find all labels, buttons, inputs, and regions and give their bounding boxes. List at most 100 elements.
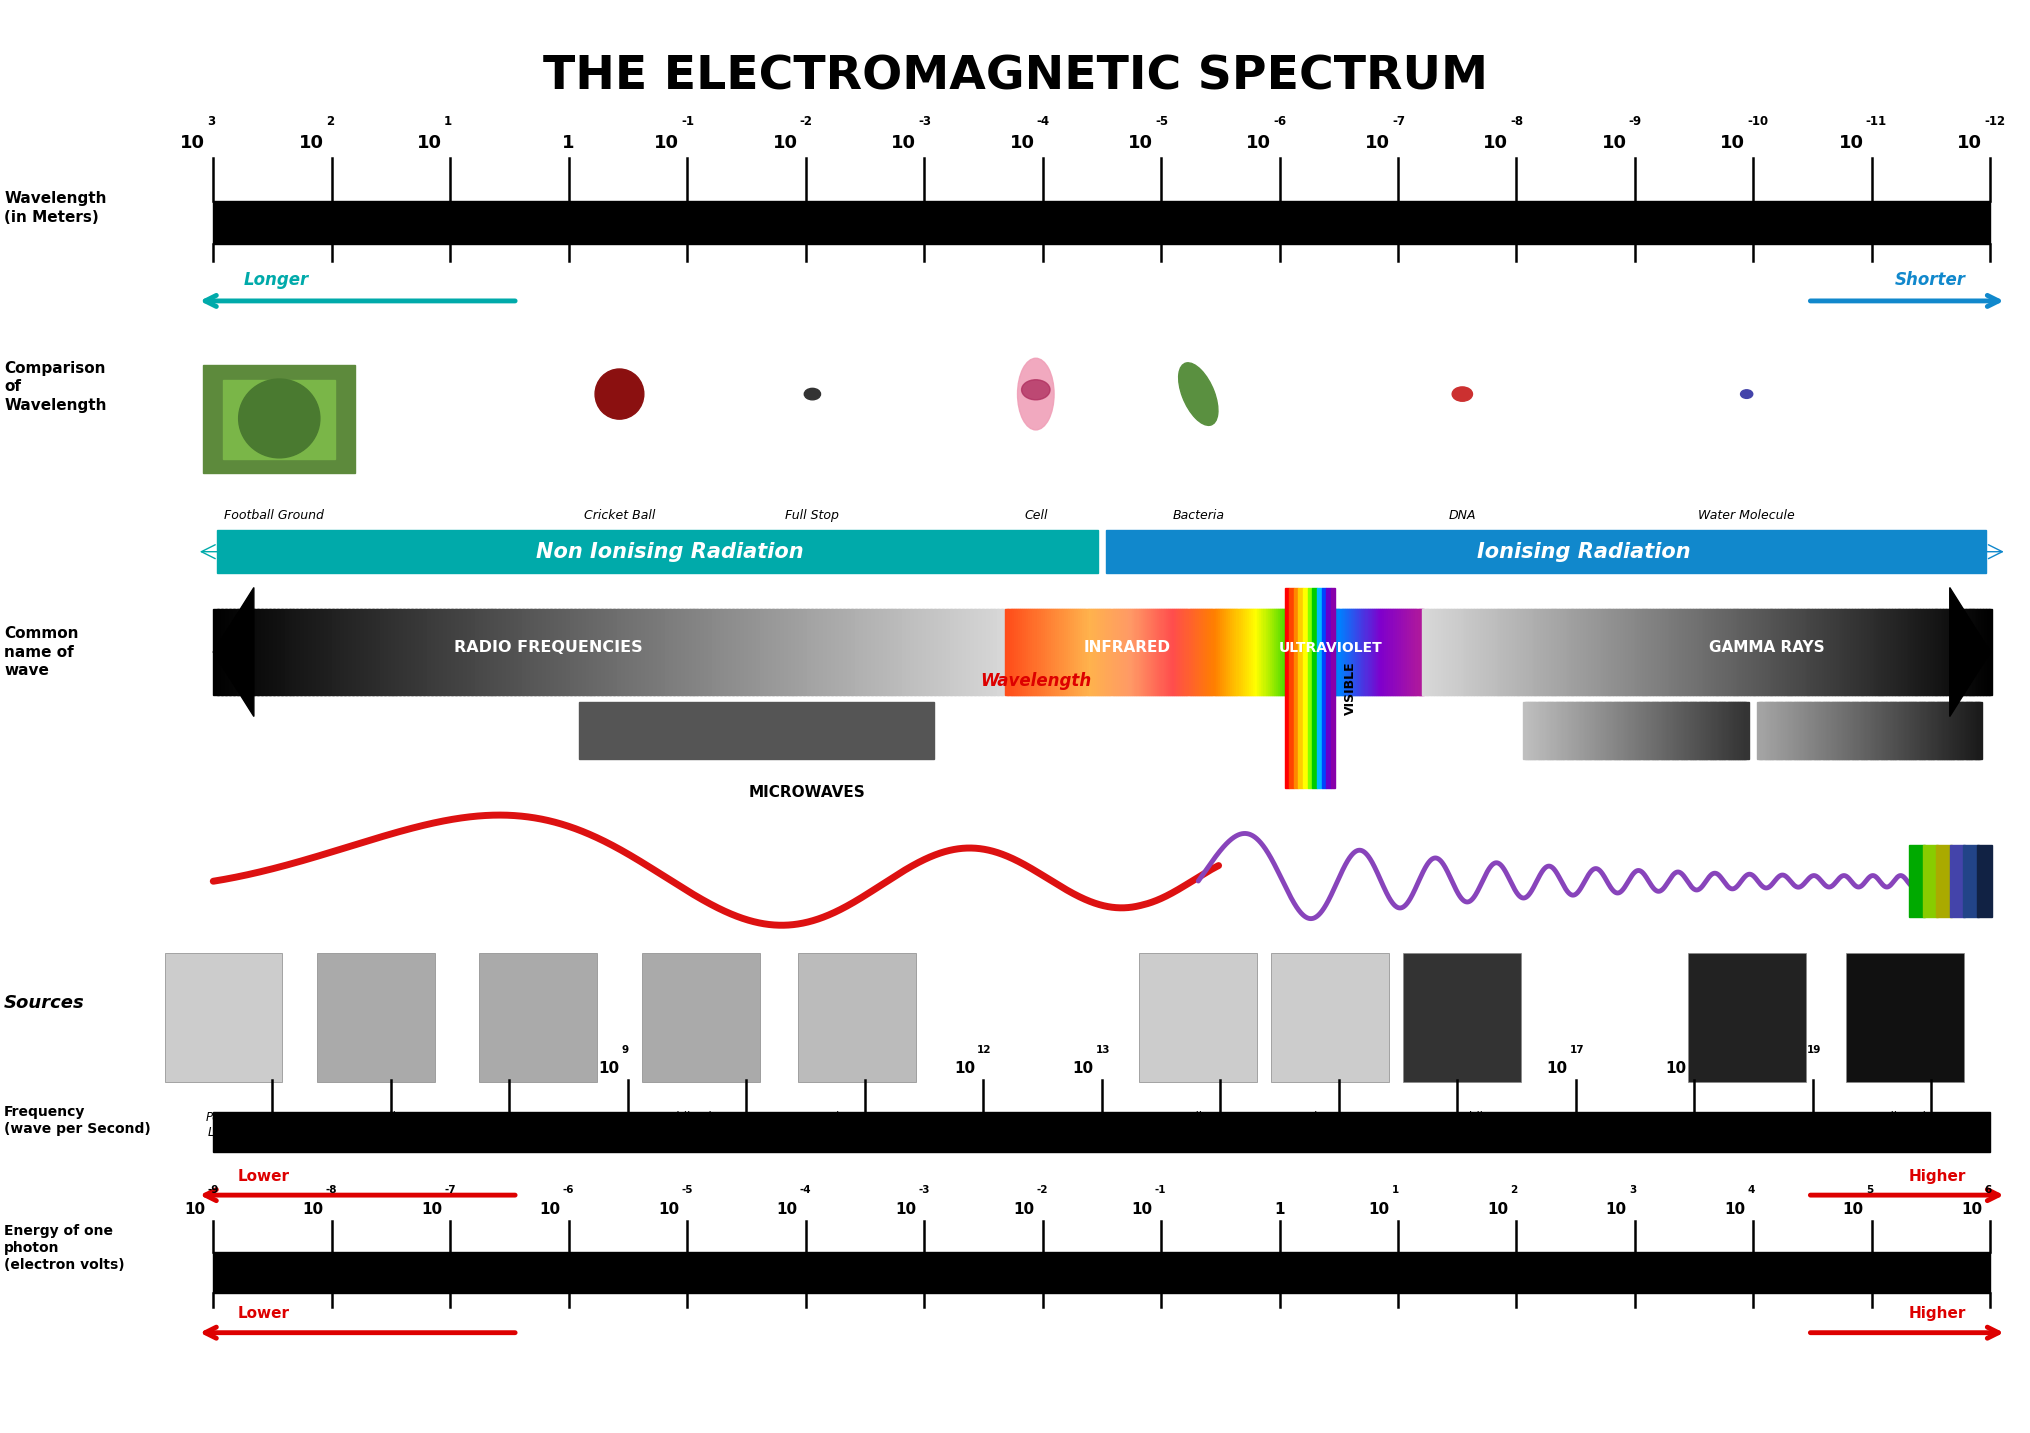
Bar [1833,609,1837,695]
Bar [1841,702,1845,759]
Bar [233,609,240,695]
Bar [1906,609,1912,695]
Bar [1330,588,1336,788]
Bar [885,609,891,695]
Bar [1441,609,1445,695]
Bar [1056,609,1060,695]
Text: Higher: Higher [1908,1169,1965,1184]
Bar [304,609,311,695]
Bar [1188,609,1192,695]
Bar [1758,702,1762,759]
Bar [1618,609,1622,695]
Bar [1742,609,1748,695]
Bar [1642,702,1648,759]
Bar [798,953,916,1082]
Bar [1520,609,1525,695]
Bar [1784,702,1788,759]
Bar [1926,702,1931,759]
Bar [1589,702,1594,759]
Text: 10: 10 [1545,1062,1567,1076]
Bar [1965,702,1969,759]
Bar [1317,609,1322,695]
Bar [1728,609,1734,695]
Bar [830,609,836,695]
Bar [292,609,298,695]
Ellipse shape [240,380,321,459]
Text: 10: 10 [1190,1062,1212,1076]
Bar [493,609,499,695]
Bar [422,609,428,695]
Bar [1679,702,1683,759]
Bar [700,609,706,695]
Bar [1961,609,1965,695]
Bar [581,609,587,695]
Bar [1535,702,1539,759]
Bar [601,609,607,695]
Text: Full Stop: Full Stop [786,509,838,522]
Text: 10: 10 [775,1202,798,1217]
Bar [1102,609,1106,695]
Bar [467,609,473,695]
Bar [1770,702,1774,759]
Bar [400,609,406,695]
Bar [1222,609,1226,695]
Bar [605,609,611,695]
Bar [1370,609,1374,695]
Bar [1687,953,1805,1082]
Text: 6: 6 [266,1045,274,1055]
Bar [1216,609,1220,695]
Bar [1803,609,1807,695]
Bar [962,609,966,695]
Bar [883,609,889,695]
Bar [1782,702,1786,759]
Bar [1104,530,1985,573]
Bar [1654,702,1659,759]
Bar [1681,702,1685,759]
Bar [1835,609,1841,695]
Bar [1762,609,1766,695]
Bar [1401,609,1405,695]
Bar [1533,609,1537,695]
Bar [1926,609,1933,695]
Bar [589,609,595,695]
Bar [1931,702,1935,759]
Bar [1902,609,1906,695]
Bar [1186,609,1190,695]
Bar [1165,609,1169,695]
Text: X-ray
Machines: X-ray Machines [1717,1111,1774,1139]
Bar [1096,609,1100,695]
Bar [1959,702,1963,759]
Bar [934,609,940,695]
Bar [355,609,361,695]
Bar [1987,609,1991,695]
Bar [371,609,378,695]
Bar [1411,609,1415,695]
Bar [1811,609,1815,695]
Bar [1677,609,1681,695]
Bar [976,609,983,695]
Bar [1305,609,1309,695]
Bar [1685,702,1689,759]
Bar [1541,609,1545,695]
Bar [1827,702,1831,759]
Bar [1399,609,1403,695]
Bar [1732,609,1736,695]
Bar [1837,702,1841,759]
Bar [1776,702,1780,759]
Bar [1663,609,1667,695]
Text: 10: 10 [891,133,916,152]
Bar [1527,609,1531,695]
Bar [1559,702,1563,759]
Bar [1127,609,1131,695]
Bar [1825,609,1829,695]
Bar [339,609,345,695]
Bar [1064,609,1068,695]
Bar [1320,609,1324,695]
Text: 10: 10 [1013,1202,1033,1217]
Bar [1435,609,1439,695]
Bar [1628,609,1634,695]
Bar [1910,702,1914,759]
Bar [617,609,623,695]
Bar [1458,609,1464,695]
Bar [1717,609,1721,695]
